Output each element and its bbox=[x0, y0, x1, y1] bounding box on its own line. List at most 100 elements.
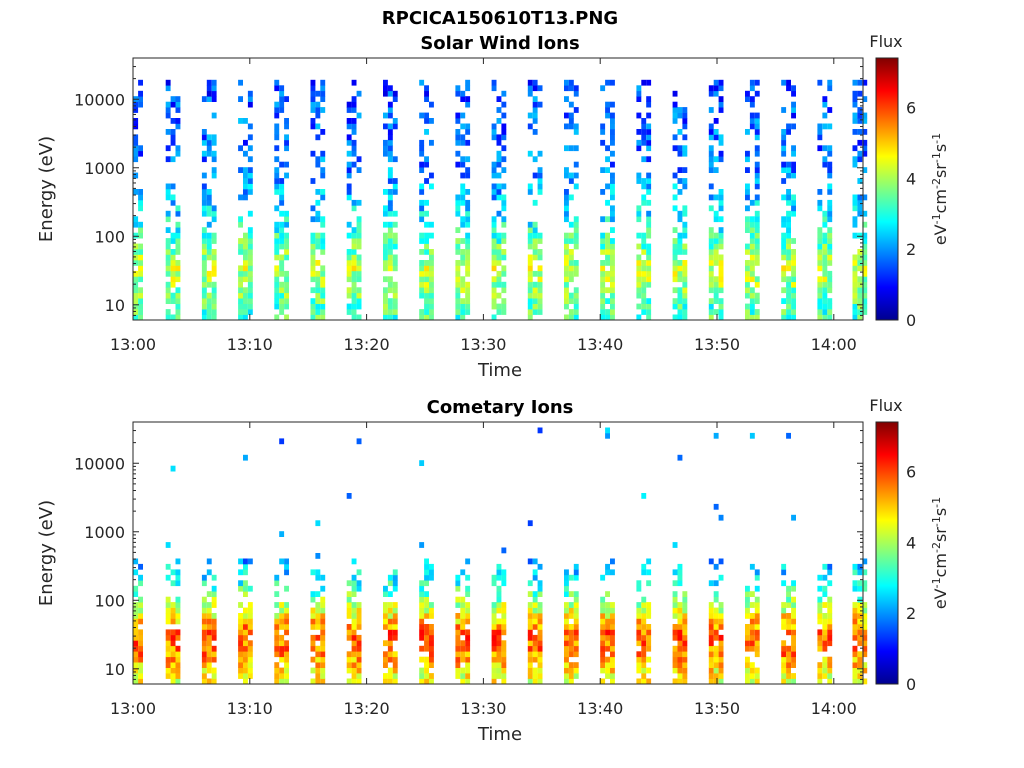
heatmap-cell bbox=[346, 651, 352, 658]
heatmap-cell bbox=[610, 172, 615, 179]
heatmap-cell bbox=[718, 607, 724, 614]
heatmap-cell bbox=[781, 161, 787, 168]
heatmap-cell bbox=[754, 243, 760, 250]
heatmap-cell bbox=[320, 651, 326, 658]
heatmap-cell bbox=[708, 232, 714, 239]
x-tick-label: 13:20 bbox=[344, 335, 390, 354]
heatmap-cell bbox=[600, 85, 606, 92]
heatmap-cell bbox=[791, 101, 796, 108]
heatmap-cell bbox=[827, 227, 833, 233]
heatmap-cell bbox=[568, 112, 574, 119]
heatmap-cell bbox=[310, 596, 316, 603]
heatmap-cell bbox=[460, 645, 466, 652]
heatmap-cell bbox=[713, 624, 719, 630]
heatmap-cell bbox=[460, 596, 466, 603]
heatmap-cell bbox=[356, 287, 362, 294]
heatmap-cell bbox=[387, 602, 393, 608]
heatmap-cell bbox=[320, 618, 326, 625]
heatmap-cell bbox=[781, 194, 787, 201]
heatmap-cell bbox=[491, 678, 497, 685]
heatmap-cell bbox=[827, 580, 833, 587]
heatmap-cell bbox=[243, 662, 248, 668]
heatmap-cell bbox=[170, 314, 176, 321]
heatmap-cell bbox=[610, 651, 615, 658]
heatmap-cell bbox=[346, 118, 352, 124]
heatmap-cell bbox=[754, 194, 760, 201]
heatmap-cell bbox=[822, 270, 828, 277]
heatmap-cell bbox=[170, 281, 176, 288]
heatmap-cell bbox=[346, 303, 352, 310]
heatmap-cell bbox=[605, 270, 610, 277]
heatmap-cell bbox=[852, 563, 858, 570]
heatmap-cell bbox=[387, 167, 393, 173]
heatmap-cell bbox=[672, 624, 678, 630]
heatmap-cell bbox=[786, 673, 791, 679]
heatmap-cell bbox=[672, 678, 678, 685]
heatmap-cell bbox=[827, 243, 833, 250]
heatmap-cell bbox=[356, 618, 362, 625]
heatmap-cell bbox=[754, 613, 760, 619]
heatmap-cell bbox=[852, 161, 858, 168]
heatmap-cell bbox=[351, 199, 357, 206]
heatmap-cell bbox=[491, 624, 497, 630]
heatmap-cell bbox=[133, 585, 139, 592]
heatmap-cell bbox=[356, 227, 362, 233]
heatmap-cell bbox=[491, 265, 497, 272]
heatmap-cell bbox=[356, 298, 362, 304]
heatmap-cell bbox=[419, 161, 425, 168]
heatmap-cell bbox=[496, 96, 502, 102]
heatmap-cell bbox=[392, 221, 398, 228]
heatmap-cell bbox=[206, 134, 212, 141]
heatmap-cell bbox=[641, 602, 647, 608]
heatmap-cell bbox=[247, 238, 253, 244]
heatmap-cell bbox=[781, 79, 787, 86]
heatmap-cell bbox=[786, 189, 791, 195]
heatmap-cell bbox=[387, 249, 393, 255]
heatmap-cell bbox=[424, 662, 429, 668]
heatmap-cell bbox=[564, 602, 569, 608]
heatmap-cell bbox=[274, 129, 280, 135]
heatmap-cell bbox=[677, 651, 683, 658]
heatmap-cell bbox=[356, 156, 362, 163]
heatmap-cell bbox=[817, 249, 823, 255]
heatmap-cell bbox=[610, 662, 615, 668]
heatmap-cell bbox=[817, 309, 823, 315]
heatmap-cell bbox=[356, 167, 362, 173]
heatmap-cell bbox=[713, 580, 719, 587]
heatmap-cell bbox=[170, 254, 176, 261]
heatmap-cell bbox=[201, 194, 207, 201]
heatmap-cell bbox=[460, 678, 466, 685]
heatmap-cell bbox=[392, 281, 398, 288]
heatmap-cell bbox=[573, 569, 579, 576]
heatmap-cell bbox=[206, 624, 212, 630]
heatmap-cell bbox=[786, 210, 791, 217]
heatmap-cell bbox=[133, 281, 139, 288]
heatmap-cell bbox=[201, 232, 207, 239]
heatmap-cell bbox=[822, 585, 828, 592]
heatmap-cell bbox=[383, 210, 388, 217]
heatmap-cell bbox=[206, 96, 212, 102]
heatmap-cell bbox=[175, 651, 181, 658]
heatmap-cell bbox=[636, 276, 642, 283]
heatmap-cell bbox=[749, 667, 755, 674]
heatmap-cell bbox=[356, 569, 362, 576]
heatmap-cell bbox=[568, 613, 574, 619]
heatmap-cell bbox=[564, 205, 569, 212]
heatmap-cell bbox=[791, 662, 796, 668]
heatmap-cell bbox=[610, 270, 615, 277]
heatmap-cell bbox=[749, 238, 755, 244]
heatmap-cell bbox=[165, 189, 171, 195]
heatmap-cell bbox=[786, 314, 791, 321]
y-tick-label: 10000 bbox=[74, 90, 125, 109]
heatmap-cell bbox=[677, 270, 683, 277]
heatmap-cell bbox=[862, 634, 868, 641]
heatmap-cell bbox=[791, 314, 796, 321]
heatmap-cell bbox=[170, 298, 176, 304]
heatmap-cell bbox=[274, 79, 280, 86]
heatmap-cell bbox=[465, 673, 471, 679]
heatmap-cell bbox=[852, 287, 858, 294]
heatmap-cell bbox=[424, 678, 429, 685]
heatmap-cell bbox=[646, 640, 652, 647]
heatmap-cell bbox=[175, 107, 181, 113]
heatmap-cell bbox=[279, 673, 285, 679]
